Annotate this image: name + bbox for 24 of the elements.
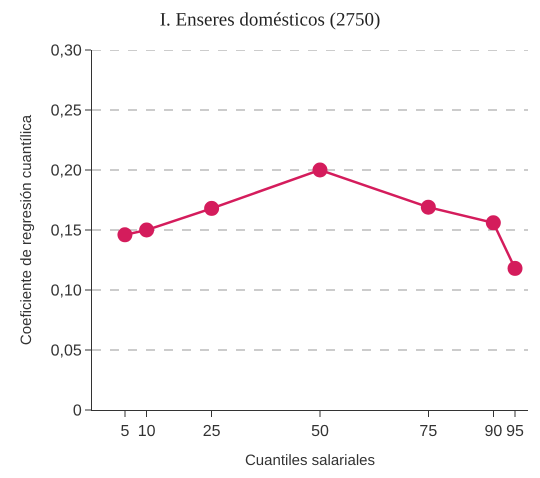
x-tick-label: 25	[202, 423, 221, 440]
y-tick-label: 0,05	[50, 342, 82, 360]
y-tick-label: 0,15	[50, 222, 82, 240]
x-tick-label: 75	[419, 423, 438, 440]
y-axis-title: Coeficiente de regresión cuantílica	[18, 114, 35, 346]
y-tick-label: 0,30	[50, 42, 82, 60]
y-tick-label: 0	[72, 402, 82, 420]
point	[204, 200, 220, 216]
point	[420, 200, 436, 215]
point	[139, 222, 154, 238]
x-tick-label: 5	[120, 423, 130, 440]
x-tick-label: 10	[138, 423, 156, 440]
y-tick-label: 0,10	[50, 282, 82, 300]
x-axis-title: Cuantiles salariales	[244, 452, 376, 470]
point	[508, 260, 522, 276]
point	[486, 215, 501, 230]
x-tick-label: 90	[484, 423, 502, 440]
point	[312, 162, 328, 178]
chart-title: I. Enseres domésticos (2750)	[160, 9, 380, 30]
x-tick-label: 95	[506, 423, 524, 440]
point	[117, 227, 132, 242]
x-tick-label: 50	[311, 423, 329, 440]
y-tick-label: 0,25	[50, 102, 82, 120]
y-tick-label: 0,20	[50, 162, 82, 180]
